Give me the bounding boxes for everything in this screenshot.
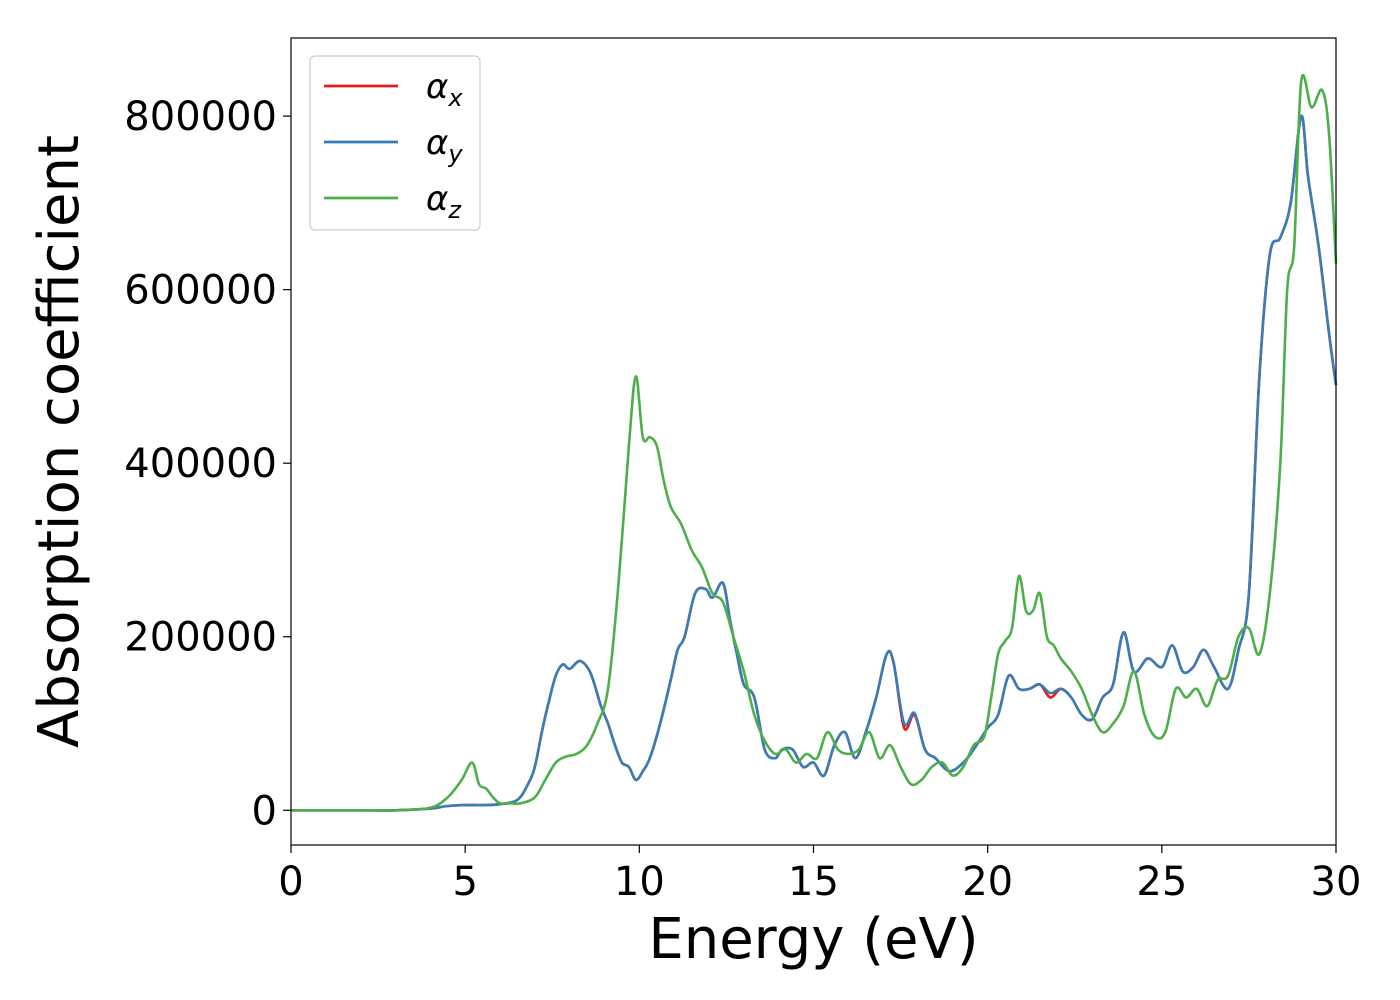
x-tick-label: 10 [614, 859, 665, 905]
legend-label-alpha-z: αz [426, 179, 462, 224]
x-tick-label: 30 [1311, 859, 1362, 905]
plot-frame [290, 37, 1337, 846]
x-tick-label: 5 [452, 859, 477, 905]
legend-label-alpha-x: αx [426, 67, 463, 112]
x-axis-label: Energy (eV) [648, 907, 978, 972]
x-axis-ticks: 0 5 10 15 20 25 30 [278, 845, 1361, 905]
legend-label-alpha-y: αy [426, 123, 463, 168]
y-tick-label: 600000 [124, 268, 277, 314]
series-line-alpha-y [291, 114, 1338, 812]
series-line-alpha-z [291, 73, 1338, 812]
y-tick-label: 200000 [124, 615, 277, 661]
y-tick-label: 800000 [124, 94, 277, 140]
x-tick-label: 25 [1136, 859, 1187, 905]
y-axis-ticks: 0 200000 400000 600000 800000 [124, 94, 291, 834]
legend: αx αy αz [309, 55, 481, 231]
y-axis-label: Absorption coefficient [27, 135, 92, 748]
x-tick-label: 20 [962, 859, 1013, 905]
y-tick-label: 400000 [124, 441, 277, 487]
series-layer [291, 73, 1338, 812]
x-tick-label: 0 [278, 859, 303, 905]
x-tick-label: 15 [788, 859, 839, 905]
y-tick-label: 0 [252, 788, 277, 834]
